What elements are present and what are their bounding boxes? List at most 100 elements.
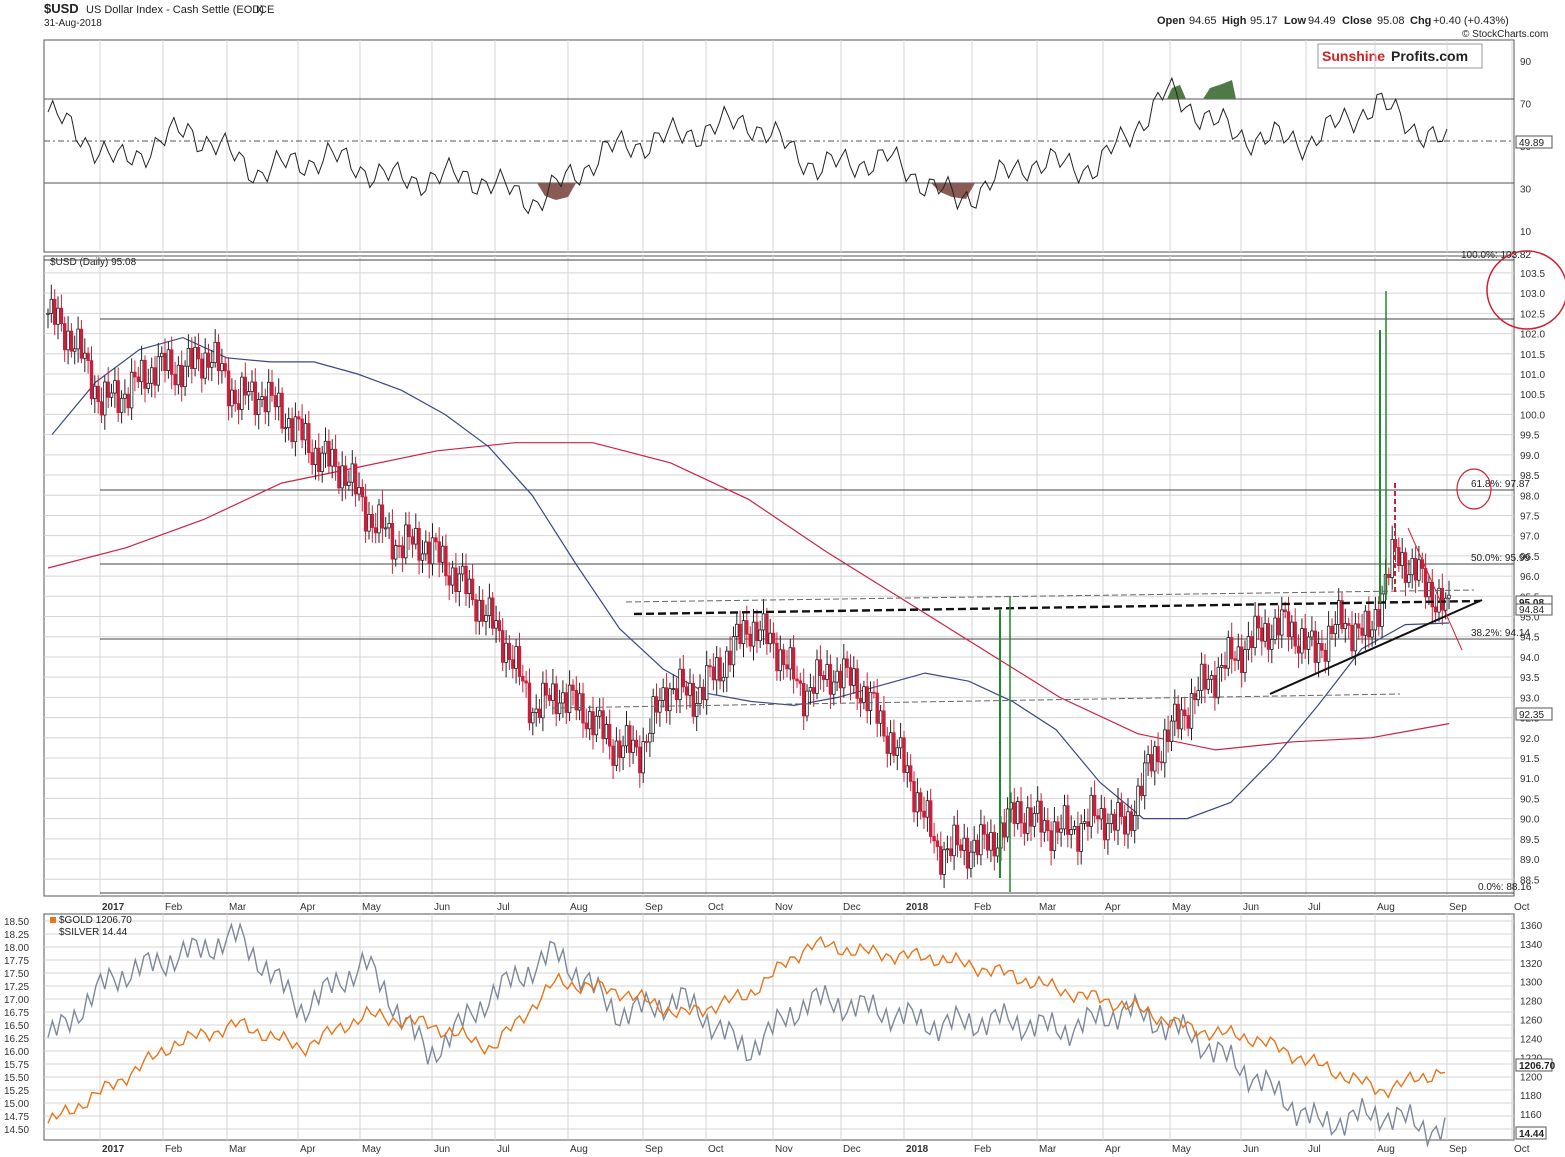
candle-body <box>705 665 709 701</box>
candle-body <box>86 352 90 362</box>
candle-body <box>888 732 893 754</box>
month-label: Nov <box>775 902 793 913</box>
candle-body <box>661 687 665 701</box>
candle-body <box>380 504 385 529</box>
fib-circle-annotation <box>1456 468 1492 510</box>
candle-body <box>845 658 849 668</box>
candle-body <box>430 537 435 565</box>
month-label: Sep <box>1449 1144 1467 1155</box>
candle-body <box>76 328 80 350</box>
month-label: Apr <box>300 1144 316 1155</box>
candle-body <box>230 389 234 407</box>
candle-body <box>1052 821 1057 851</box>
candle-body <box>1076 826 1080 852</box>
candle-body <box>715 657 719 681</box>
gold-tick-label: 1200 <box>1520 1072 1543 1083</box>
candle-body <box>263 396 267 413</box>
candle-body <box>1199 663 1204 691</box>
candle-body <box>852 668 856 686</box>
candle-body <box>410 536 415 545</box>
candle-body <box>179 364 184 388</box>
candle-body <box>1347 623 1351 626</box>
candle-body <box>1169 720 1174 742</box>
candle-body <box>1086 821 1090 827</box>
rsi-line <box>47 76 1448 215</box>
candle-body <box>143 359 147 389</box>
month-label: Aug <box>570 1144 588 1155</box>
silver-tick-label: 17.25 <box>4 982 29 993</box>
price-tick-label: 92.0 <box>1520 734 1540 745</box>
gold-legend: $GOLD 1206.70 <box>59 915 132 926</box>
target-circle-annotation <box>1486 250 1565 330</box>
candle-body <box>1039 800 1043 833</box>
candle-body <box>775 642 779 672</box>
month-label: Oct <box>1514 902 1530 913</box>
candle-body <box>1360 627 1364 636</box>
candle-body <box>862 686 866 703</box>
candle-body <box>93 385 97 399</box>
candle-body <box>286 418 291 429</box>
candle-body <box>898 737 903 749</box>
candle-body <box>253 381 257 415</box>
month-label: May <box>1172 902 1191 913</box>
candle-body <box>293 416 298 443</box>
candle-body <box>270 381 274 396</box>
chg-label: Chg <box>1410 15 1431 27</box>
candle-body <box>1036 800 1040 814</box>
candle-body <box>69 330 74 352</box>
candle-body <box>337 466 341 489</box>
candle-body <box>1129 811 1134 831</box>
candle-body <box>848 667 853 686</box>
candle-body <box>577 693 582 711</box>
candle-body <box>651 696 655 734</box>
candle-body <box>1296 645 1301 654</box>
price-tick-label: 88.5 <box>1520 875 1540 886</box>
candle-body <box>357 486 361 495</box>
price-tick-label: 94.5 <box>1520 633 1540 644</box>
candle-body <box>457 573 461 593</box>
candle-body <box>400 545 405 559</box>
candle-body <box>855 668 859 699</box>
price-panel: $USD (Daily) 95.08 100.0%: 103.82 61.8%:… <box>43 250 1565 913</box>
candle-body <box>220 363 224 372</box>
silver-tick-label: 18.25 <box>4 930 29 941</box>
month-label: Apr <box>300 902 316 913</box>
candle-body <box>574 690 578 711</box>
candle-body <box>109 392 114 398</box>
candle-body <box>153 367 157 386</box>
month-label: Nov <box>775 1144 793 1155</box>
candle-body <box>1400 552 1404 566</box>
candle-body <box>343 465 348 486</box>
candle-body <box>878 710 883 724</box>
candle-body <box>1133 815 1137 831</box>
month-label: 2018 <box>906 902 929 913</box>
candle-body <box>985 833 990 851</box>
candle-body <box>939 846 943 875</box>
candle-body <box>935 840 940 847</box>
month-label: 2017 <box>102 902 125 913</box>
candle-body <box>1096 815 1100 820</box>
candle-body <box>103 381 107 416</box>
candle-body <box>929 800 933 837</box>
candle-body <box>1099 808 1103 820</box>
candle-body <box>1236 646 1240 661</box>
price-tick-label: 99.0 <box>1520 451 1540 462</box>
candle-body <box>96 385 100 403</box>
candle-body <box>166 349 171 371</box>
candle-body <box>995 847 1000 857</box>
price-tick-label: 96.0 <box>1520 572 1540 583</box>
candle-body <box>925 800 930 818</box>
candle-body <box>340 465 344 489</box>
candle-body <box>106 381 110 398</box>
candle-body <box>1427 581 1431 598</box>
candle-body <box>266 381 271 413</box>
candle-body <box>159 352 164 358</box>
candle-body <box>544 682 548 696</box>
candle-body <box>868 691 873 711</box>
silver-tick-label: 15.25 <box>4 1086 29 1097</box>
candle-body <box>771 632 776 644</box>
candle-body <box>1343 623 1347 630</box>
candle-body <box>858 698 863 703</box>
candle-body <box>1230 637 1234 660</box>
gold-last-value: 1206.70 <box>1515 1058 1556 1072</box>
